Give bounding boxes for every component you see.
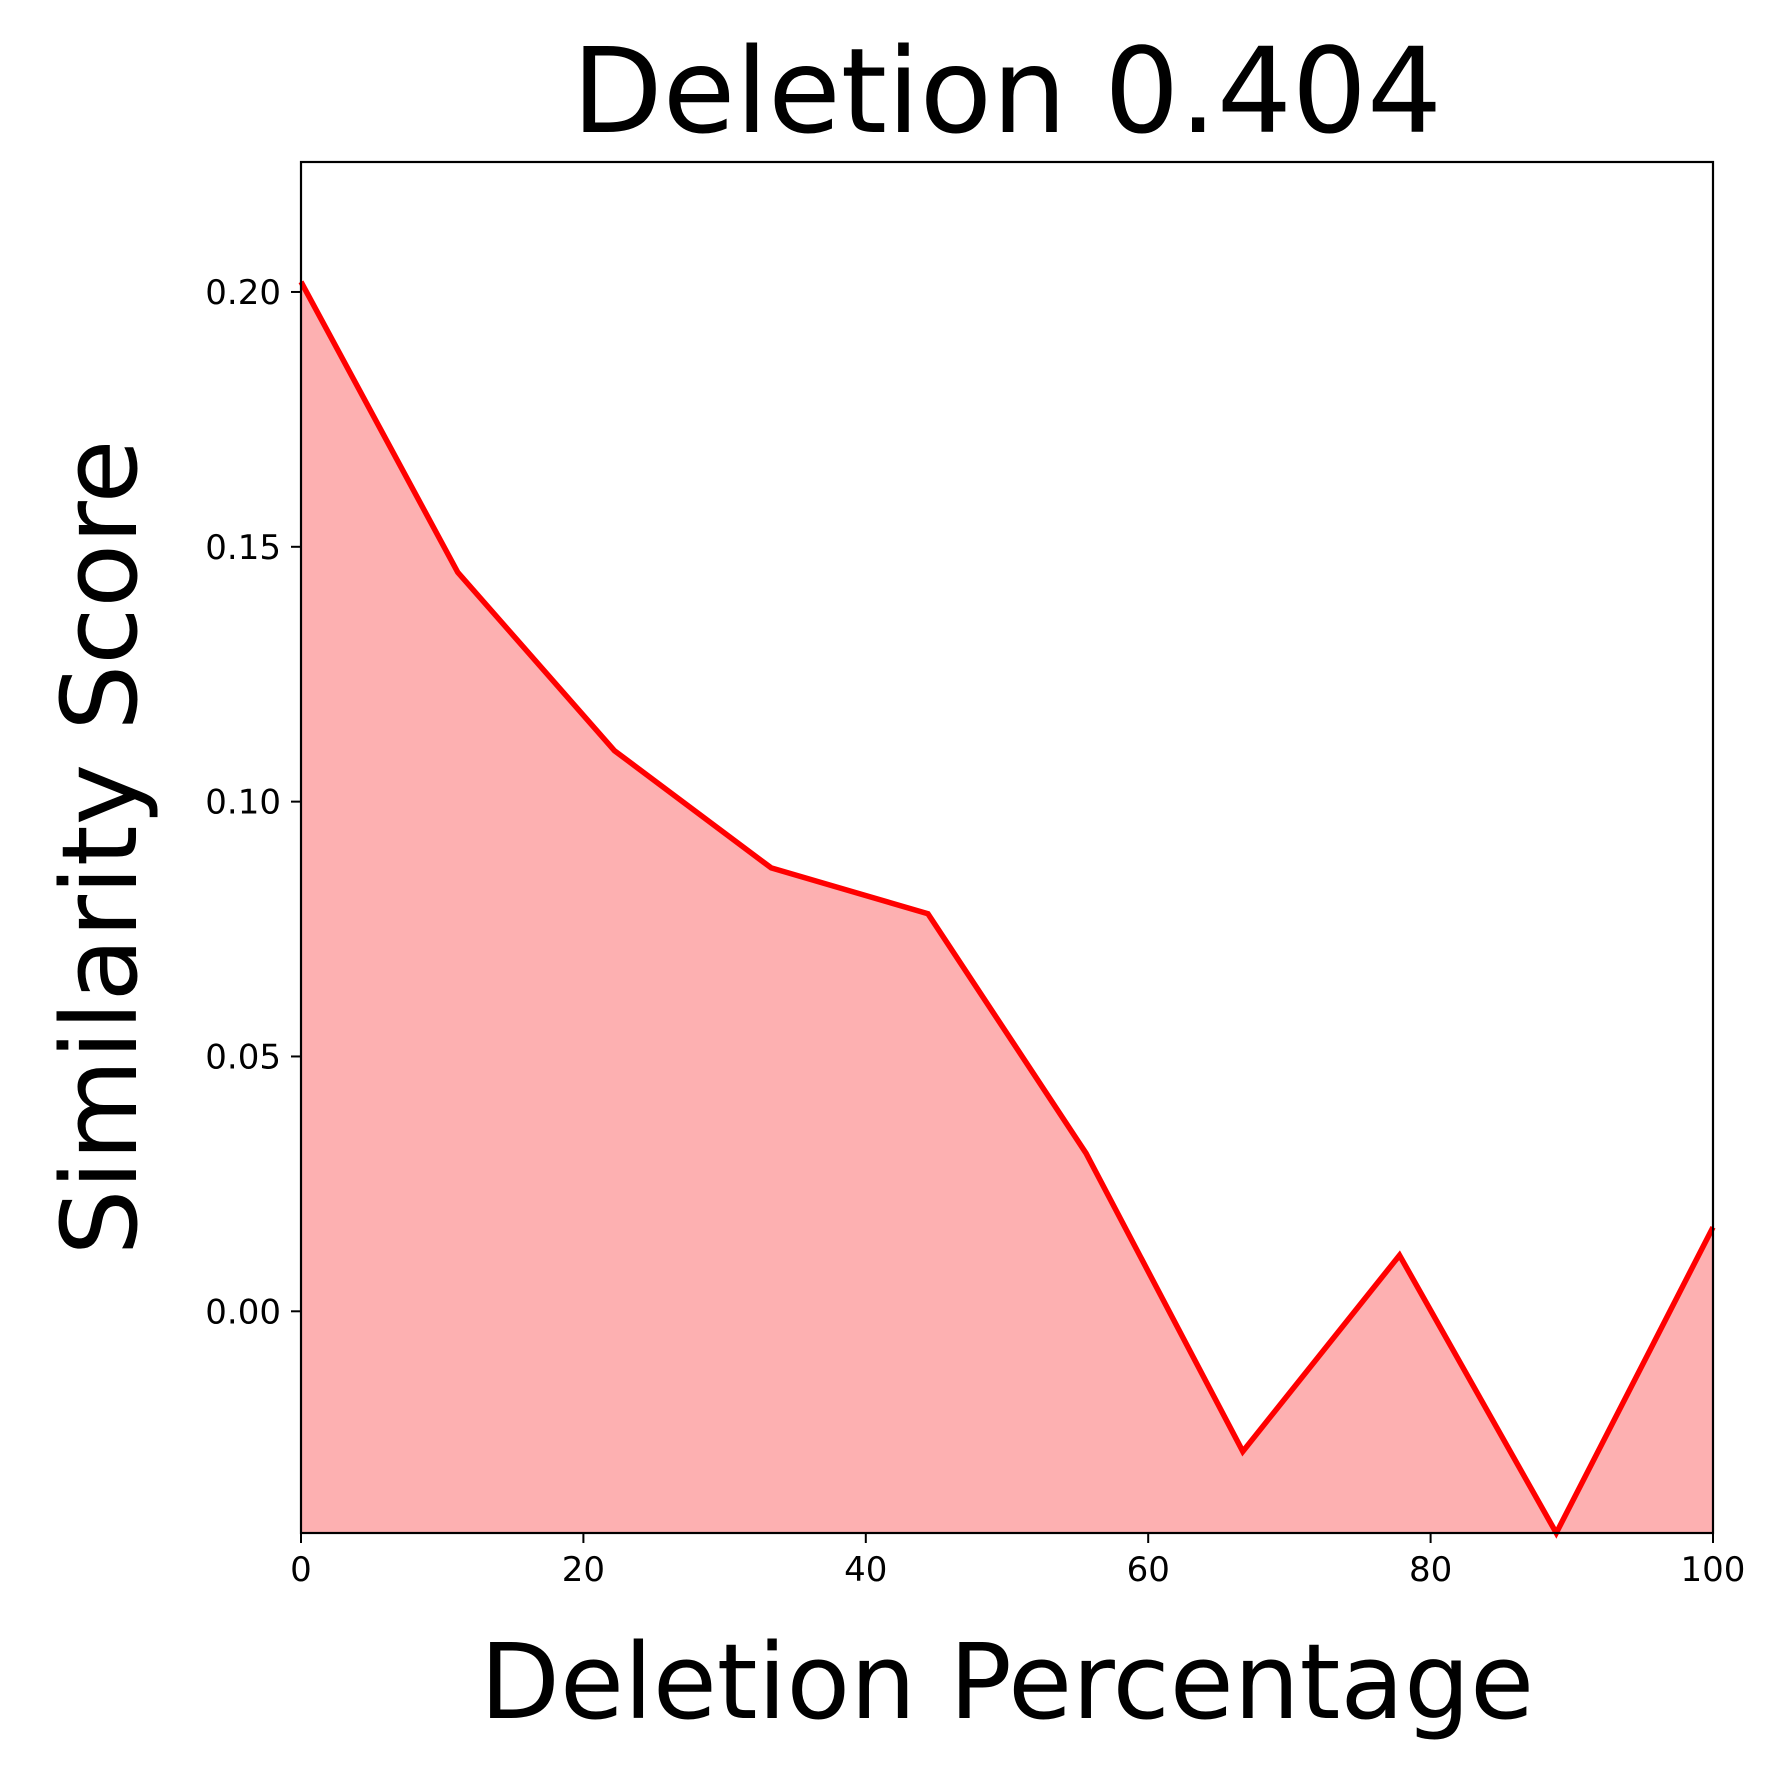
y-axis-label: Similarity Score (39, 439, 161, 1255)
data-point (771, 867, 772, 868)
x-tick-label: 80 (1409, 1550, 1452, 1590)
x-tick-label: 20 (562, 1550, 605, 1590)
data-point (1086, 1153, 1087, 1154)
data-point (457, 572, 458, 573)
data-point (927, 913, 928, 914)
data-point (1399, 1255, 1400, 1256)
y-tick-label: 0.00 (205, 1292, 281, 1332)
x-tick-label: 60 (1127, 1550, 1170, 1590)
area-fill-layer (301, 282, 1713, 1533)
y-axis-ticks: 0.00 0.05 0.10 0.15 0.20 (205, 273, 301, 1332)
y-tick-label: 0.20 (205, 273, 281, 313)
area-fill (301, 282, 1713, 1533)
y-tick-label: 0.10 (205, 783, 281, 823)
chart-title: Deletion 0.404 (572, 22, 1442, 160)
x-axis-ticks: 0 20 40 60 80 100 (290, 1533, 1745, 1590)
y-tick-label: 0.15 (205, 528, 281, 568)
data-point (614, 750, 615, 751)
x-tick-label: 40 (844, 1550, 887, 1590)
x-axis-label: Deletion Percentage (480, 1621, 1534, 1743)
x-tick-label: 100 (1681, 1550, 1746, 1590)
y-tick-label: 0.05 (205, 1037, 281, 1077)
data-point (1242, 1451, 1243, 1452)
x-tick-label: 0 (290, 1550, 312, 1590)
